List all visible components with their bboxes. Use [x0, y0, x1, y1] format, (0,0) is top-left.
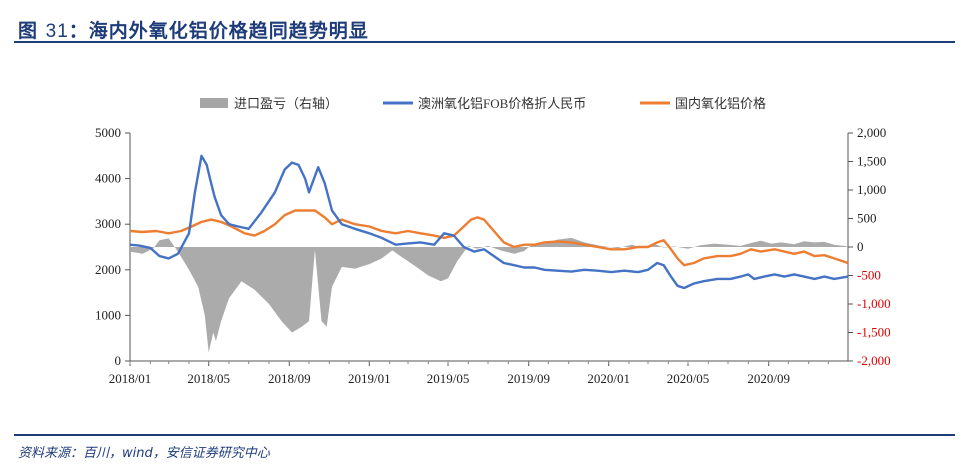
- figure-label: 图: [18, 20, 39, 42]
- x-tick-label: 2019/09: [507, 371, 550, 386]
- figure-title-text: ：海内外氧化铝价格趋同趋势明显: [68, 20, 369, 42]
- legend-swatch-import-profit: [200, 98, 228, 108]
- y-right-tick-label: -1,000: [857, 296, 891, 311]
- y-left-tick-label: 4000: [95, 171, 121, 186]
- series-lines: [129, 154, 849, 290]
- figure-header: 图 31：海内外氧化铝价格趋同趋势明显: [14, 6, 955, 42]
- y-right-tick-label: 500: [857, 211, 877, 226]
- y-left-tick-label: 1000: [95, 307, 121, 322]
- area-import-profit: [130, 237, 848, 353]
- legend-label-domestic: 国内氧化铝价格: [675, 96, 766, 111]
- x-tick-label: 2018/01: [109, 371, 152, 386]
- figure-title: 图 31：海内外氧化铝价格趋同趋势明显: [18, 16, 369, 43]
- y-left-tick-label: 2000: [95, 262, 121, 277]
- source-note: 资料来源：百川，wind，安信证券研究中心: [18, 446, 270, 461]
- y-right-tick-label: 0: [857, 239, 864, 254]
- line-fob-rmb: [129, 154, 849, 290]
- y-left-tick-label: 3000: [95, 216, 121, 231]
- x-tick-label: 2020/01: [587, 371, 630, 386]
- x-tick-label: 2019/05: [427, 371, 470, 386]
- x-tick-label: 2019/01: [348, 371, 391, 386]
- x-tick-label: 2018/05: [187, 371, 230, 386]
- y-right-tick-label: 2,000: [857, 125, 886, 140]
- y-right-tick-label: -2,000: [857, 353, 891, 368]
- y-right-tick-label: -500: [857, 268, 881, 283]
- y-right-tick-label: 1,500: [857, 154, 886, 169]
- legend-label-import-profit: 进口盈亏（右轴）: [234, 96, 338, 111]
- footer-rule: [14, 434, 955, 436]
- line-domestic: [129, 209, 849, 267]
- x-tick-label: 2018/09: [268, 371, 311, 386]
- y-right-tick-label: 1,000: [857, 182, 886, 197]
- legend-label-fob-rmb: 澳洲氧化铝FOB价格折人民币: [418, 96, 586, 111]
- y-right-tick-label: -1,500: [857, 325, 891, 340]
- figure-number: 31: [45, 21, 69, 42]
- header-rule: [14, 41, 955, 43]
- chart-legend: 进口盈亏（右轴） 澳洲氧化铝FOB价格折人民币 国内氧化铝价格: [200, 96, 766, 111]
- y-left-tick-label: 5000: [95, 125, 121, 140]
- x-tick-label: 2020/05: [667, 371, 710, 386]
- y-left-tick-label: 0: [115, 353, 122, 368]
- x-tick-label: 2020/09: [747, 371, 790, 386]
- series-import-profit: [130, 237, 848, 353]
